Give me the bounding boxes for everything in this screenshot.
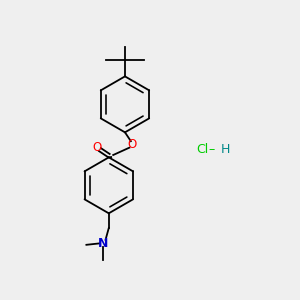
Text: O: O [92, 141, 102, 154]
Text: –: – [205, 143, 219, 157]
Text: H: H [220, 143, 230, 157]
Text: O: O [128, 138, 137, 151]
Text: Cl: Cl [196, 143, 209, 157]
Text: N: N [98, 237, 109, 250]
